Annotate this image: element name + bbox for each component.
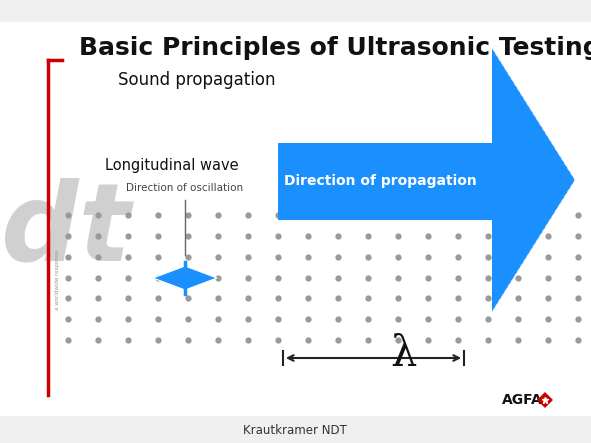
- Polygon shape: [537, 392, 553, 408]
- Text: a worldwide response: a worldwide response: [54, 250, 60, 310]
- Text: Direction of propagation: Direction of propagation: [284, 174, 476, 188]
- Text: AGFA: AGFA: [502, 393, 543, 407]
- Text: ndt: ndt: [0, 177, 131, 283]
- Polygon shape: [278, 48, 575, 312]
- Text: Krautkramer NDT: Krautkramer NDT: [243, 424, 347, 436]
- Polygon shape: [153, 266, 217, 290]
- Polygon shape: [0, 22, 591, 416]
- Text: Basic Principles of Ultrasonic Testing: Basic Principles of Ultrasonic Testing: [79, 36, 591, 60]
- Text: Direction of oscillation: Direction of oscillation: [126, 183, 243, 193]
- Text: Sound propagation: Sound propagation: [118, 71, 275, 89]
- Text: λ: λ: [390, 333, 417, 375]
- Text: Longitudinal wave: Longitudinal wave: [105, 158, 239, 172]
